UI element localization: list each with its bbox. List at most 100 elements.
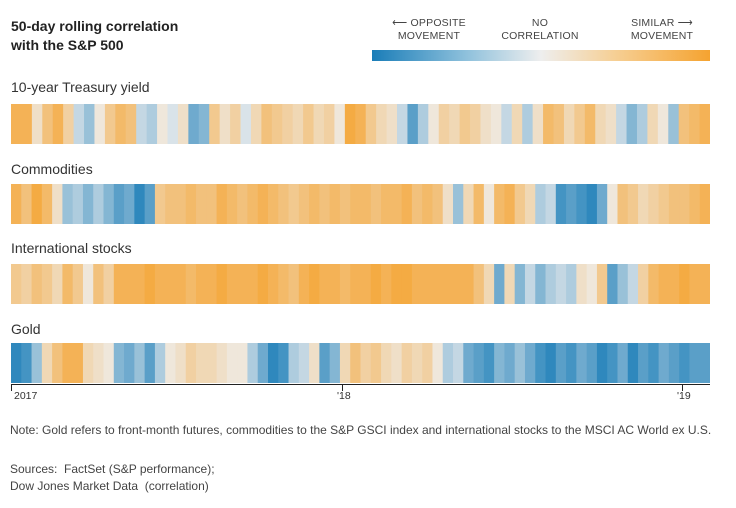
heat-cell	[658, 343, 670, 383]
heat-cell	[175, 264, 187, 304]
heat-cell	[647, 104, 659, 144]
heat-cell	[84, 104, 96, 144]
heat-cell	[453, 343, 464, 383]
row-label-treasury: 10-year Treasury yield	[11, 79, 150, 95]
legend-no-correlation-line2: CORRELATION	[501, 30, 579, 42]
heat-cell	[52, 264, 63, 304]
heat-cell	[157, 104, 169, 144]
heat-cell	[323, 104, 336, 144]
heat-cell	[216, 343, 228, 383]
heat-cell	[185, 343, 197, 383]
heat-cell	[267, 264, 279, 304]
heat-cell	[668, 343, 680, 383]
heat-cell	[31, 104, 43, 144]
heat-cell	[237, 264, 249, 304]
heat-cell	[381, 343, 392, 383]
heat-cell	[350, 343, 362, 383]
heat-cell	[617, 264, 629, 304]
heat-cell	[555, 184, 567, 224]
heat-cell	[82, 264, 94, 304]
heat-cell	[226, 264, 238, 304]
heat-cell	[216, 264, 228, 304]
heat-cell	[494, 184, 506, 224]
heat-cell	[411, 343, 423, 383]
row-label-international-stocks: International stocks	[11, 240, 132, 256]
heat-cell	[422, 343, 434, 383]
heat-cell	[543, 104, 555, 144]
heat-cell	[104, 104, 116, 144]
x-tick-label-18: '18	[337, 390, 351, 402]
heat-cell	[596, 264, 608, 304]
heat-cell	[115, 104, 127, 144]
heat-cell	[146, 104, 158, 144]
heat-cell	[563, 104, 575, 144]
heat-cell	[699, 184, 710, 224]
heat-cell	[41, 184, 53, 224]
sources-line-1: Sources: FactSet (S&P performance);	[10, 462, 215, 476]
heat-cell	[480, 104, 492, 144]
heat-cell	[196, 343, 207, 383]
heat-cell	[31, 343, 43, 383]
heat-cell	[668, 264, 680, 304]
heat-cell	[473, 264, 485, 304]
heat-cell	[247, 184, 259, 224]
heat-cell	[230, 104, 242, 144]
heat-cell	[370, 184, 382, 224]
heat-cell	[401, 264, 413, 304]
heat-cell	[113, 343, 125, 383]
heat-cell	[636, 104, 648, 144]
heat-cell	[237, 343, 249, 383]
heat-cell	[397, 104, 409, 144]
heat-cell	[257, 264, 269, 304]
heat-cell	[699, 104, 710, 144]
heat-cell	[576, 264, 588, 304]
heat-cell	[21, 343, 33, 383]
heat-cell	[658, 264, 670, 304]
heat-cell	[535, 184, 547, 224]
heat-cell	[124, 184, 135, 224]
heat-cell	[566, 184, 577, 224]
heat-cell	[288, 343, 300, 383]
x-tick-label-2017: 2017	[14, 390, 38, 402]
heat-cell	[113, 264, 125, 304]
heat-cell	[442, 264, 454, 304]
strip-treasury	[11, 104, 710, 144]
heat-cell	[524, 343, 536, 383]
heat-cell	[303, 104, 315, 144]
heat-cell	[463, 184, 475, 224]
heat-cell	[370, 343, 382, 383]
heat-cell	[490, 104, 502, 144]
heat-cell	[522, 104, 534, 144]
heat-cell	[422, 264, 434, 304]
heat-cell	[504, 184, 516, 224]
heat-cell	[514, 343, 526, 383]
heat-cell	[483, 343, 495, 383]
heat-cell	[196, 264, 207, 304]
heat-cell	[576, 184, 588, 224]
heat-cell	[240, 104, 252, 144]
heat-cell	[298, 184, 310, 224]
heat-cell	[678, 104, 690, 144]
heat-cell	[658, 184, 670, 224]
heat-cell	[144, 184, 156, 224]
heat-cell	[144, 343, 156, 383]
heat-cell	[216, 184, 228, 224]
strip-commodities	[11, 184, 710, 224]
heat-cell	[401, 343, 413, 383]
heat-cell	[185, 184, 197, 224]
heat-cell	[11, 343, 22, 383]
strip-gold	[11, 343, 710, 383]
heat-cell	[638, 264, 649, 304]
legend-opposite: ⟵ OPPOSITE MOVEMENT	[384, 17, 474, 43]
heat-cell	[165, 184, 177, 224]
heat-cell	[237, 184, 249, 224]
heat-cell	[154, 343, 166, 383]
heat-cell	[103, 343, 115, 383]
heat-cell	[31, 264, 43, 304]
heat-cell	[422, 184, 434, 224]
heat-cell	[250, 104, 262, 144]
heat-cell	[360, 343, 372, 383]
heat-cell	[313, 104, 325, 144]
heat-cell	[586, 343, 598, 383]
heat-cell	[442, 343, 454, 383]
